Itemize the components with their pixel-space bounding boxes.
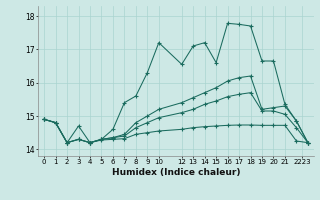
X-axis label: Humidex (Indice chaleur): Humidex (Indice chaleur) [112,168,240,177]
